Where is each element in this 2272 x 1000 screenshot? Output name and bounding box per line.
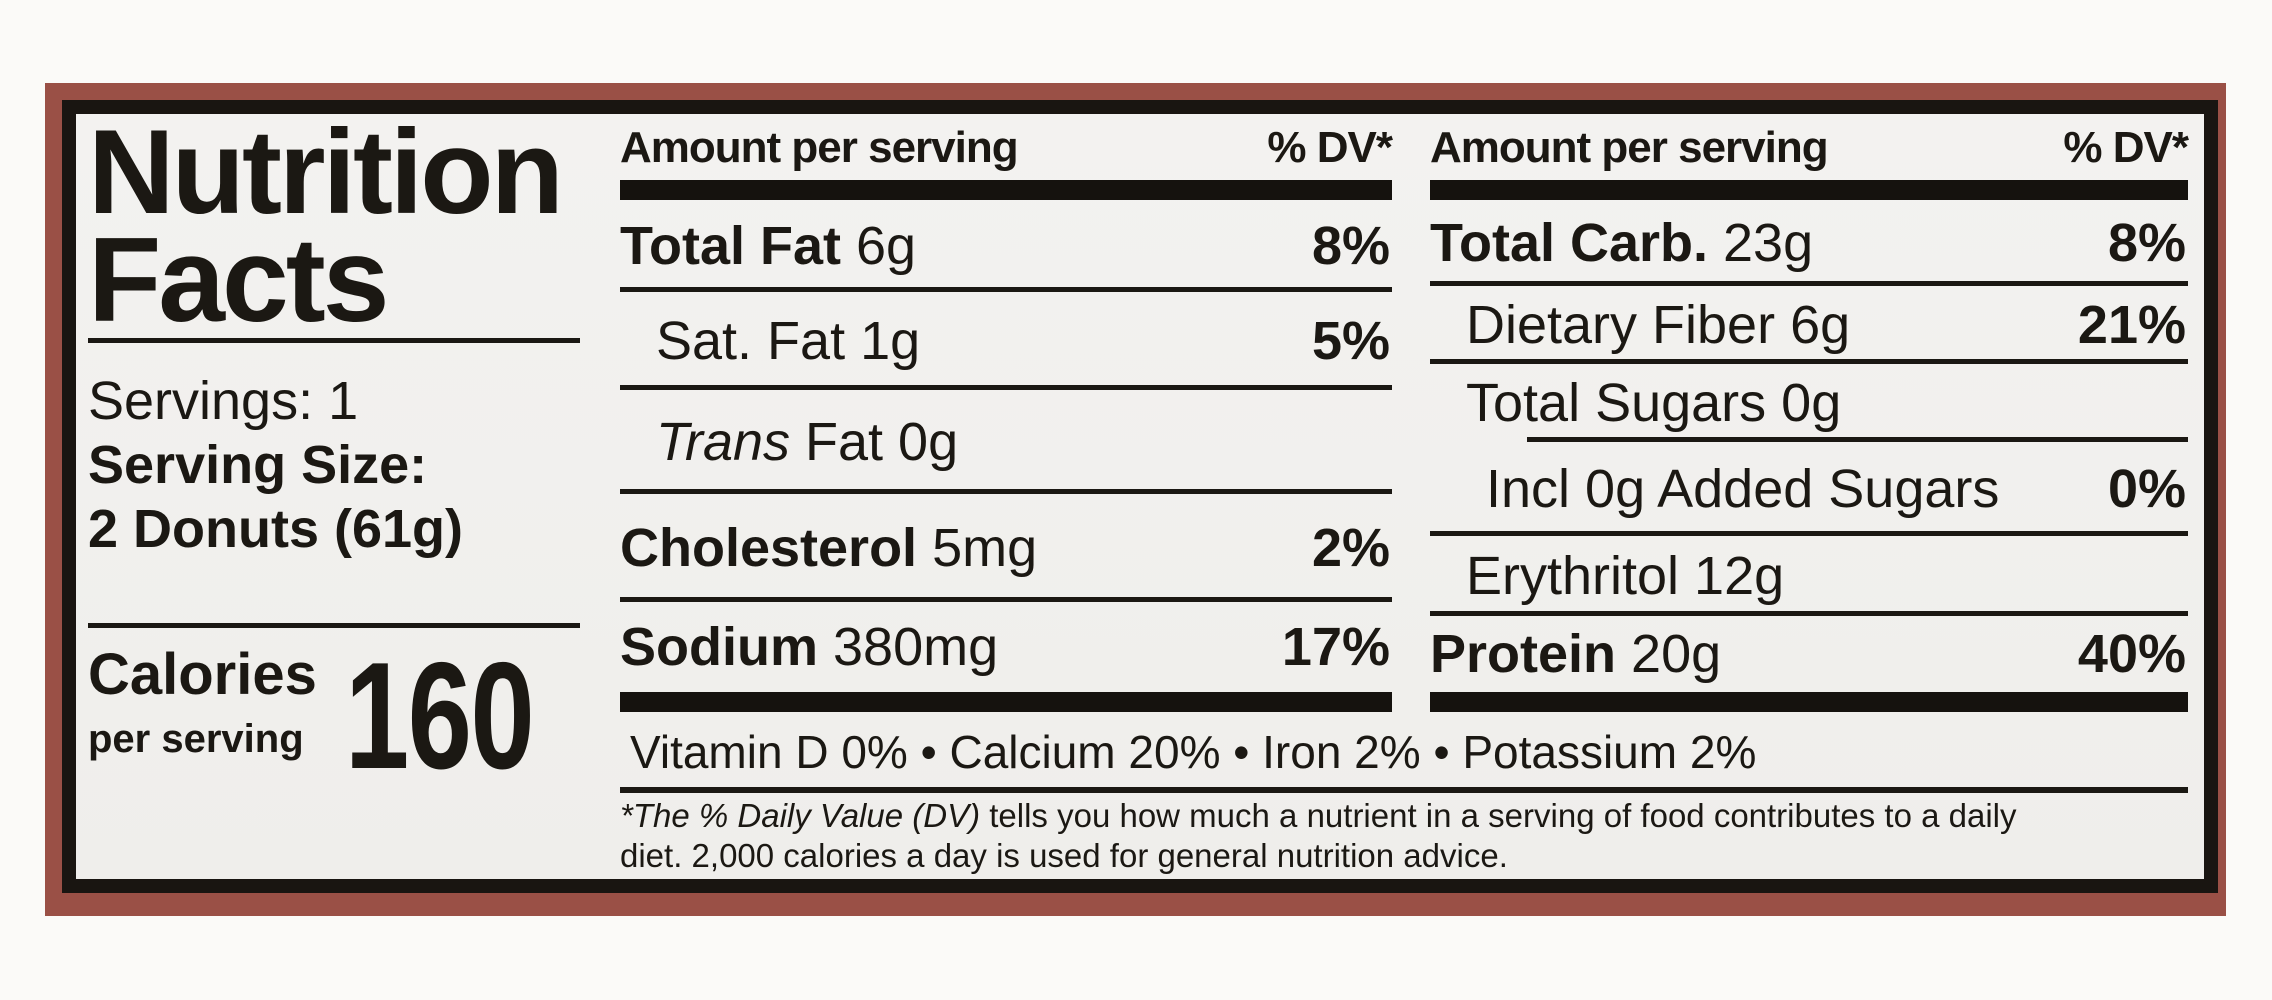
servings-count: Servings: 1 bbox=[88, 371, 359, 431]
nutrient-name: Protein 20g bbox=[1430, 623, 1721, 685]
nutrient-dv: 8% bbox=[2107, 213, 2186, 273]
section-bar bbox=[1430, 692, 2188, 712]
nutrient-dv: 2% bbox=[1311, 518, 1390, 578]
nutrient-name: Total Carb. 23g bbox=[1430, 212, 1813, 274]
nutrient-amount: Fat 0g bbox=[790, 412, 959, 472]
calories-label: Calories bbox=[88, 642, 317, 707]
section-bar bbox=[1430, 180, 2188, 200]
amount-per-serving-header: Amount per serving bbox=[1430, 123, 1829, 172]
section-bar bbox=[620, 180, 1392, 200]
nutrient-amount: 6g bbox=[840, 216, 917, 276]
nutrient-name-bold: Sodium bbox=[620, 617, 818, 677]
nutrient-name-bold: Total Fat bbox=[620, 216, 841, 276]
nutrient-name: Total Fat 6g bbox=[620, 215, 916, 277]
nutrient-row-dietary-fiber: Dietary Fiber 6g 21% bbox=[1430, 286, 2188, 364]
nutrient-row-total-sugars: Total Sugars 0g bbox=[1430, 364, 2188, 442]
nutrient-name-bold: Protein bbox=[1430, 624, 1617, 684]
divider bbox=[88, 338, 580, 343]
nutrient-name: Total Sugars 0g bbox=[1430, 372, 1841, 434]
calories-section: Calories per serving 160 bbox=[88, 640, 580, 792]
nutrient-dv: 21% bbox=[2077, 295, 2186, 355]
nutrient-dv: 8% bbox=[1311, 216, 1390, 276]
calories-sublabel: per serving bbox=[88, 717, 304, 761]
nutrient-dv: 40% bbox=[2077, 624, 2186, 684]
nutrient-name: Dietary Fiber 6g bbox=[1430, 294, 1850, 356]
daily-value-footnote: *The % Daily Value (DV) tells you how mu… bbox=[620, 796, 2130, 876]
nutrient-row-sodium: Sodium 380mg 17% bbox=[620, 602, 1392, 692]
nutrient-row-total-fat: Total Fat 6g 8% bbox=[620, 200, 1392, 292]
nutrient-row-protein: Protein 20g 40% bbox=[1430, 616, 2188, 692]
percent-dv-header: % DV* bbox=[2063, 123, 2189, 172]
nutrient-name: Sodium 380mg bbox=[620, 616, 998, 678]
section-bar bbox=[620, 692, 1392, 712]
nutrient-row-cholesterol: Cholesterol 5mg 2% bbox=[620, 494, 1392, 602]
column-header: Amount per serving % DV* bbox=[620, 114, 1393, 180]
amount-per-serving-header: Amount per serving bbox=[620, 123, 1019, 172]
middle-column: Amount per serving % DV* Total Fat 6g 8%… bbox=[620, 114, 1393, 712]
panel-inner: Nutrition Facts Servings: 1 Serving Size… bbox=[76, 105, 2204, 879]
micronutrients-text: Vitamin D 0% • Calcium 20% • Iron 2% • P… bbox=[630, 726, 1757, 778]
nutrient-name: Sat. Fat 1g bbox=[620, 310, 920, 372]
nutrient-amount: Total Sugars 0g bbox=[1466, 373, 1842, 433]
divider bbox=[88, 623, 580, 628]
nutrient-amount: Dietary Fiber 6g bbox=[1466, 295, 1851, 355]
nutrient-name-bold: Cholesterol bbox=[620, 518, 918, 578]
nutrient-name: Erythritol 12g bbox=[1430, 545, 1784, 607]
nutrient-amount: Erythritol 12g bbox=[1466, 546, 1785, 606]
percent-dv-header: % DV* bbox=[1267, 123, 1393, 172]
nutrient-name-italic: Trans bbox=[656, 412, 791, 472]
nutrient-amount: 23g bbox=[1708, 213, 1814, 273]
calories-labels: Calories per serving bbox=[88, 646, 317, 762]
nutrient-amount: Incl 0g Added Sugars bbox=[1486, 459, 2000, 519]
panel-title-line1: Nutrition bbox=[88, 105, 564, 239]
nutrient-amount: 20g bbox=[1616, 624, 1722, 684]
nutrient-name: Trans Fat 0g bbox=[620, 411, 958, 473]
footnote-line1: tells you how much a nutrient in a servi… bbox=[980, 797, 2017, 834]
nutrient-row-total-carb: Total Carb. 23g 8% bbox=[1430, 200, 2188, 286]
panel-title-line2: Facts bbox=[88, 213, 389, 347]
footnote-line2: diet. 2,000 calories a day is used for g… bbox=[620, 837, 1508, 874]
nutrient-dv: 0% bbox=[2107, 459, 2186, 519]
serving-size-value: 2 Donuts (61g) bbox=[88, 499, 464, 559]
nutrient-dv: 17% bbox=[1281, 617, 1390, 677]
nutrient-amount: 380mg bbox=[818, 617, 999, 677]
nutrient-amount: Sat. Fat 1g bbox=[656, 311, 921, 371]
nutrient-row-sat-fat: Sat. Fat 1g 5% bbox=[620, 292, 1392, 390]
nutrient-row-erythritol: Erythritol 12g bbox=[1430, 536, 2188, 616]
nutrient-name-bold: Total Carb. bbox=[1430, 213, 1709, 273]
nutrient-name: Cholesterol 5mg bbox=[620, 517, 1037, 579]
serving-size-label: Serving Size: bbox=[88, 435, 428, 495]
nutrient-row-trans-fat: Trans Fat 0g bbox=[620, 390, 1392, 494]
column-header: Amount per serving % DV* bbox=[1430, 114, 2189, 180]
calories-value: 160 bbox=[344, 631, 535, 801]
micronutrients-row: Vitamin D 0% • Calcium 20% • Iron 2% • P… bbox=[620, 717, 2188, 793]
footnote-prefix: *The % Daily Value (DV) bbox=[620, 797, 981, 834]
right-column: Amount per serving % DV* Total Carb. 23g… bbox=[1430, 114, 2189, 712]
left-column: Nutrition Facts Servings: 1 Serving Size… bbox=[88, 105, 580, 792]
nutrient-amount: 5mg bbox=[917, 518, 1038, 578]
nutrient-dv: 5% bbox=[1311, 311, 1390, 371]
panel-title: Nutrition Facts bbox=[88, 105, 580, 347]
nutrient-name: Incl 0g Added Sugars bbox=[1430, 458, 1999, 520]
nutrient-row-added-sugars: Incl 0g Added Sugars 0% bbox=[1430, 442, 2188, 536]
nutrition-facts-panel: Nutrition Facts Servings: 1 Serving Size… bbox=[62, 100, 2218, 893]
